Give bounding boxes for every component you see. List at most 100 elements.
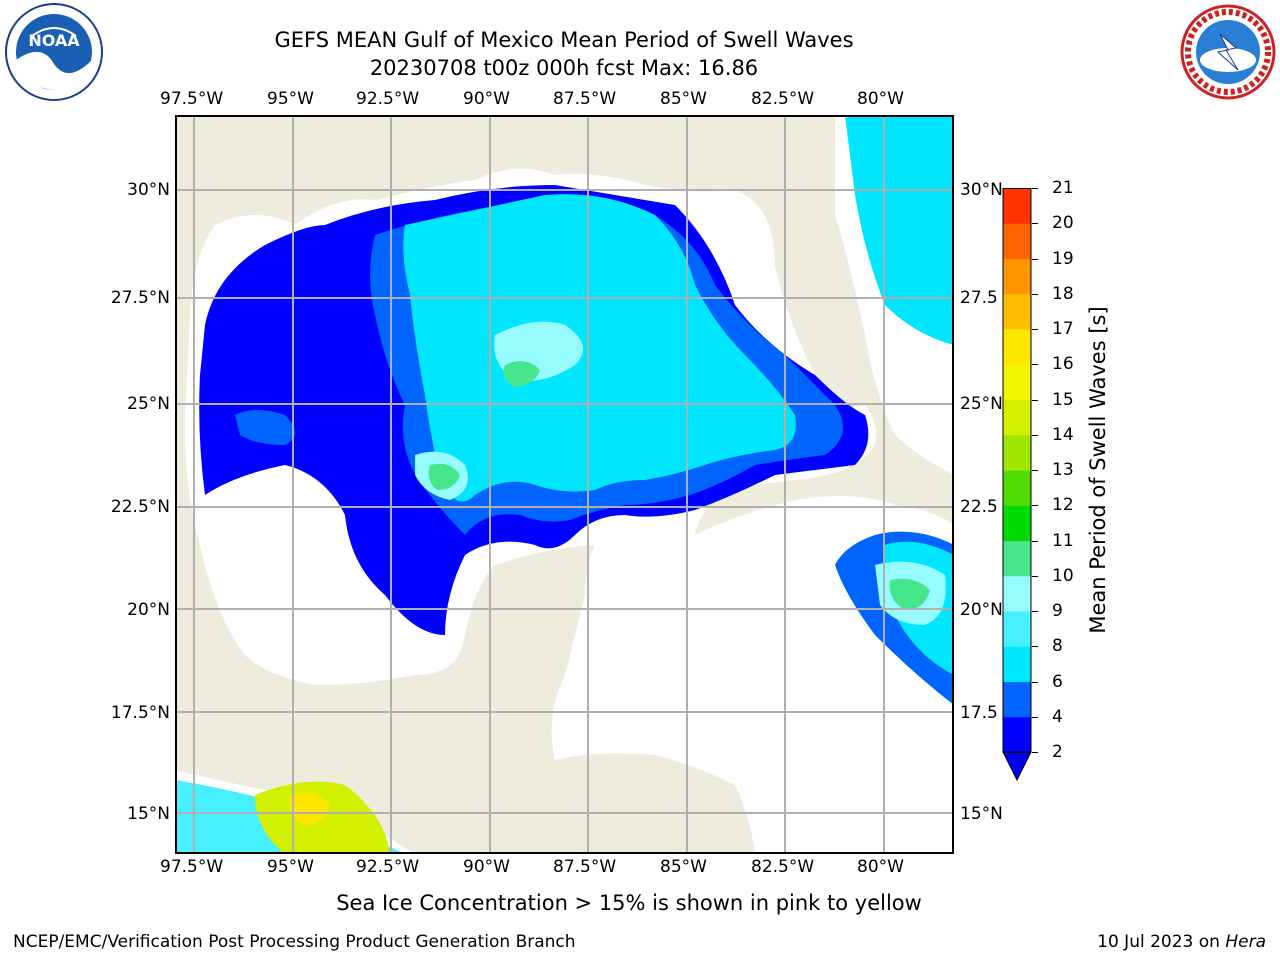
colorbar-tick-label: 6 (1052, 671, 1063, 692)
lat-label-left: 25°N (127, 394, 170, 414)
chart-title: GEFS MEAN Gulf of Mexico Mean Period of … (274, 28, 854, 52)
colorbar-tick-mark (1032, 223, 1038, 225)
colorbar-tick-label: 17 (1052, 319, 1074, 339)
lon-label-top: 80°W (857, 89, 904, 109)
lat-label-right: 25°N (960, 394, 1003, 414)
nws-logo (1176, 4, 1280, 100)
lon-label-bottom: 97.5°W (160, 857, 224, 877)
lon-label-bottom: 90°W (463, 857, 510, 877)
colorbar-tick-label: 11 (1052, 530, 1074, 551)
colorbar-tick-mark (1032, 646, 1038, 648)
lon-label-bottom: 80°W (857, 857, 904, 877)
lon-label-bottom: 85°W (660, 857, 707, 877)
colorbar-tick-mark (1032, 470, 1038, 471)
lon-label-bottom: 92.5°W (356, 857, 420, 877)
lat-label-left: 27.5°N (110, 288, 170, 308)
colorbar-segment (1003, 716, 1031, 753)
colorbar-tick-label: 4 (1052, 706, 1063, 727)
colorbar-tick-mark (1032, 364, 1038, 366)
lon-label-top: 82.5°W (751, 89, 815, 109)
colorbar-tick-mark (1032, 329, 1038, 330)
colorbar-tick-mark (1032, 752, 1038, 753)
lat-label-right: 15°N (960, 804, 1003, 824)
graticule (175, 115, 954, 854)
colorbar (1002, 188, 1038, 784)
colorbar-segment (1003, 364, 1031, 400)
colorbar-tick-label: 18 (1052, 283, 1074, 304)
lon-label-top: 85°W (660, 89, 707, 109)
colorbar-tick-mark (1032, 540, 1038, 542)
colorbar-segment (1003, 646, 1031, 682)
chart-subtitle: 20230708 t00z 000h fcst Max: 16.86 (369, 56, 759, 80)
map-panel (175, 115, 954, 854)
swell-band-6s (403, 115, 954, 675)
colorbar-tick-label: 19 (1052, 248, 1074, 269)
noaa-logo-text: NOAA (28, 31, 80, 50)
colorbar-tick-mark (1032, 611, 1038, 612)
colorbar-tick-label: 16 (1052, 354, 1074, 375)
lat-label-left: 30°N (127, 180, 170, 200)
ice-caption: Sea Ice Concentration > 15% is shown in … (0, 891, 1280, 915)
ice-caption-text: Sea Ice Concentration > 15% is shown in … (336, 891, 922, 915)
colorbar-segment (1003, 434, 1031, 471)
colorbar-extend-arrow (1002, 751, 1032, 782)
lat-label-right: 27.5 (960, 288, 998, 308)
colorbar-ticks: 2 4 6 8 9 10 11 12 13 14 15 16 17 18 19 20 21 (1032, 0, 1100, 960)
lon-label-top: 87.5°W (553, 89, 617, 109)
lat-label-right: 17.5 (960, 703, 998, 723)
colorbar-tick-mark (1032, 505, 1038, 507)
lon-label-bottom: 87.5°W (553, 857, 617, 877)
colorbar-segment (1003, 329, 1031, 365)
colorbar-segment (1003, 470, 1031, 506)
lat-label-left: 15°N (127, 804, 170, 824)
pacific-swell-peak (289, 792, 330, 825)
colorbar-segment (1003, 575, 1031, 612)
lon-label-bottom: 82.5°W (751, 857, 815, 877)
colorbar-segment (1003, 399, 1031, 436)
lon-label-top: 97.5°W (160, 89, 224, 109)
colorbar-tick-label: 9 (1052, 601, 1063, 621)
colorbar-tick-mark (1032, 681, 1038, 683)
lat-label-left: 22.5°N (110, 497, 170, 517)
colorbar-tick-mark (1032, 575, 1038, 577)
colorbar-tick-mark (1032, 258, 1038, 260)
colorbar-segment (1003, 293, 1031, 330)
colorbar-segment (1003, 540, 1031, 577)
noaa-logo: NOAA (2, 2, 106, 102)
footer-left: NCEP/EMC/Verification Post Processing Pr… (13, 932, 576, 952)
colorbar-segment (1003, 188, 1031, 224)
colorbar-segment (1003, 505, 1031, 541)
colorbar-tick-label: 10 (1052, 565, 1074, 586)
colorbar-tick-mark (1032, 434, 1038, 436)
colorbar-tick-mark (1032, 716, 1038, 718)
footer-date: 10 Jul 2023 on (1097, 932, 1226, 952)
lat-label-right: 22.5 (960, 497, 998, 517)
colorbar-tick-label: 12 (1052, 495, 1074, 516)
colorbar-tick-label: 21 (1052, 178, 1074, 198)
colorbar-tick-label: 2 (1052, 742, 1063, 762)
colorbar-tick-label: 13 (1052, 460, 1074, 480)
colorbar-outline (1002, 188, 1032, 753)
colorbar-tick-mark (1032, 293, 1038, 295)
lon-label-top: 90°W (463, 89, 510, 109)
colorbar-tick-label: 20 (1052, 213, 1074, 234)
lat-label-right: 20°N (960, 600, 1003, 620)
lat-label-left: 17.5°N (110, 703, 170, 723)
footer-right: 10 Jul 2023 on Hera (1097, 932, 1266, 952)
colorbar-segment (1003, 681, 1031, 718)
lat-label-right: 30°N (960, 180, 1003, 200)
colorbar-tick-label: 14 (1052, 424, 1074, 445)
colorbar-tick-label: 15 (1052, 389, 1074, 410)
colorbar-segment (1003, 258, 1031, 295)
lat-label-left: 20°N (127, 600, 170, 620)
colorbar-tick-mark (1032, 188, 1038, 189)
lon-label-bottom: 95°W (267, 857, 314, 877)
colorbar-tick-mark (1032, 399, 1038, 401)
colorbar-tick-label: 8 (1052, 636, 1063, 657)
colorbar-segment (1003, 223, 1031, 259)
lon-label-top: 95°W (267, 89, 314, 109)
colorbar-label: Mean Period of Swell Waves [s] (1086, 306, 1110, 634)
colorbar-segment (1003, 611, 1031, 647)
lon-label-top: 92.5°W (356, 89, 420, 109)
footer-host: Hera (1225, 932, 1266, 952)
